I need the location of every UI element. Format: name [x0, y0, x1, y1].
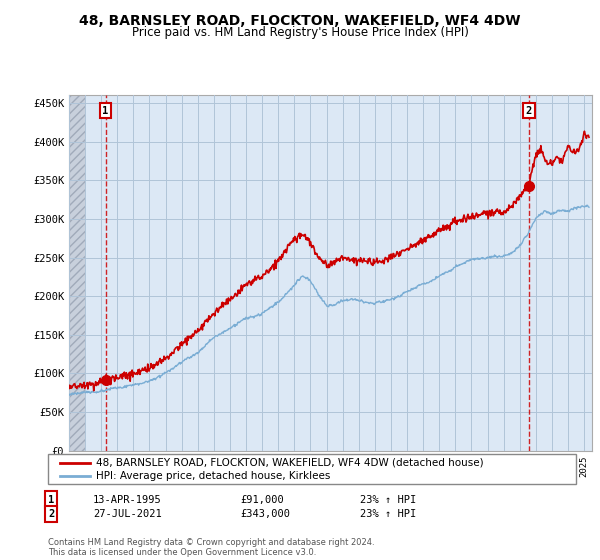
Text: 27-JUL-2021: 27-JUL-2021 — [93, 509, 162, 519]
Text: 23% ↑ HPI: 23% ↑ HPI — [360, 494, 416, 505]
Text: Price paid vs. HM Land Registry's House Price Index (HPI): Price paid vs. HM Land Registry's House … — [131, 26, 469, 39]
Text: Contains HM Land Registry data © Crown copyright and database right 2024.
This d: Contains HM Land Registry data © Crown c… — [48, 538, 374, 557]
Text: HPI: Average price, detached house, Kirklees: HPI: Average price, detached house, Kirk… — [96, 471, 331, 481]
Text: £91,000: £91,000 — [240, 494, 284, 505]
Bar — [69, 95, 85, 451]
Text: 48, BARNSLEY ROAD, FLOCKTON, WAKEFIELD, WF4 4DW (detached house): 48, BARNSLEY ROAD, FLOCKTON, WAKEFIELD, … — [96, 458, 484, 468]
Text: 48, BARNSLEY ROAD, FLOCKTON, WAKEFIELD, WF4 4DW: 48, BARNSLEY ROAD, FLOCKTON, WAKEFIELD, … — [79, 14, 521, 28]
Text: 1: 1 — [48, 494, 54, 505]
Text: 13-APR-1995: 13-APR-1995 — [93, 494, 162, 505]
Text: 1: 1 — [103, 106, 109, 116]
Text: 2: 2 — [526, 106, 532, 116]
Text: 23% ↑ HPI: 23% ↑ HPI — [360, 509, 416, 519]
Text: 2: 2 — [48, 509, 54, 519]
Text: £343,000: £343,000 — [240, 509, 290, 519]
